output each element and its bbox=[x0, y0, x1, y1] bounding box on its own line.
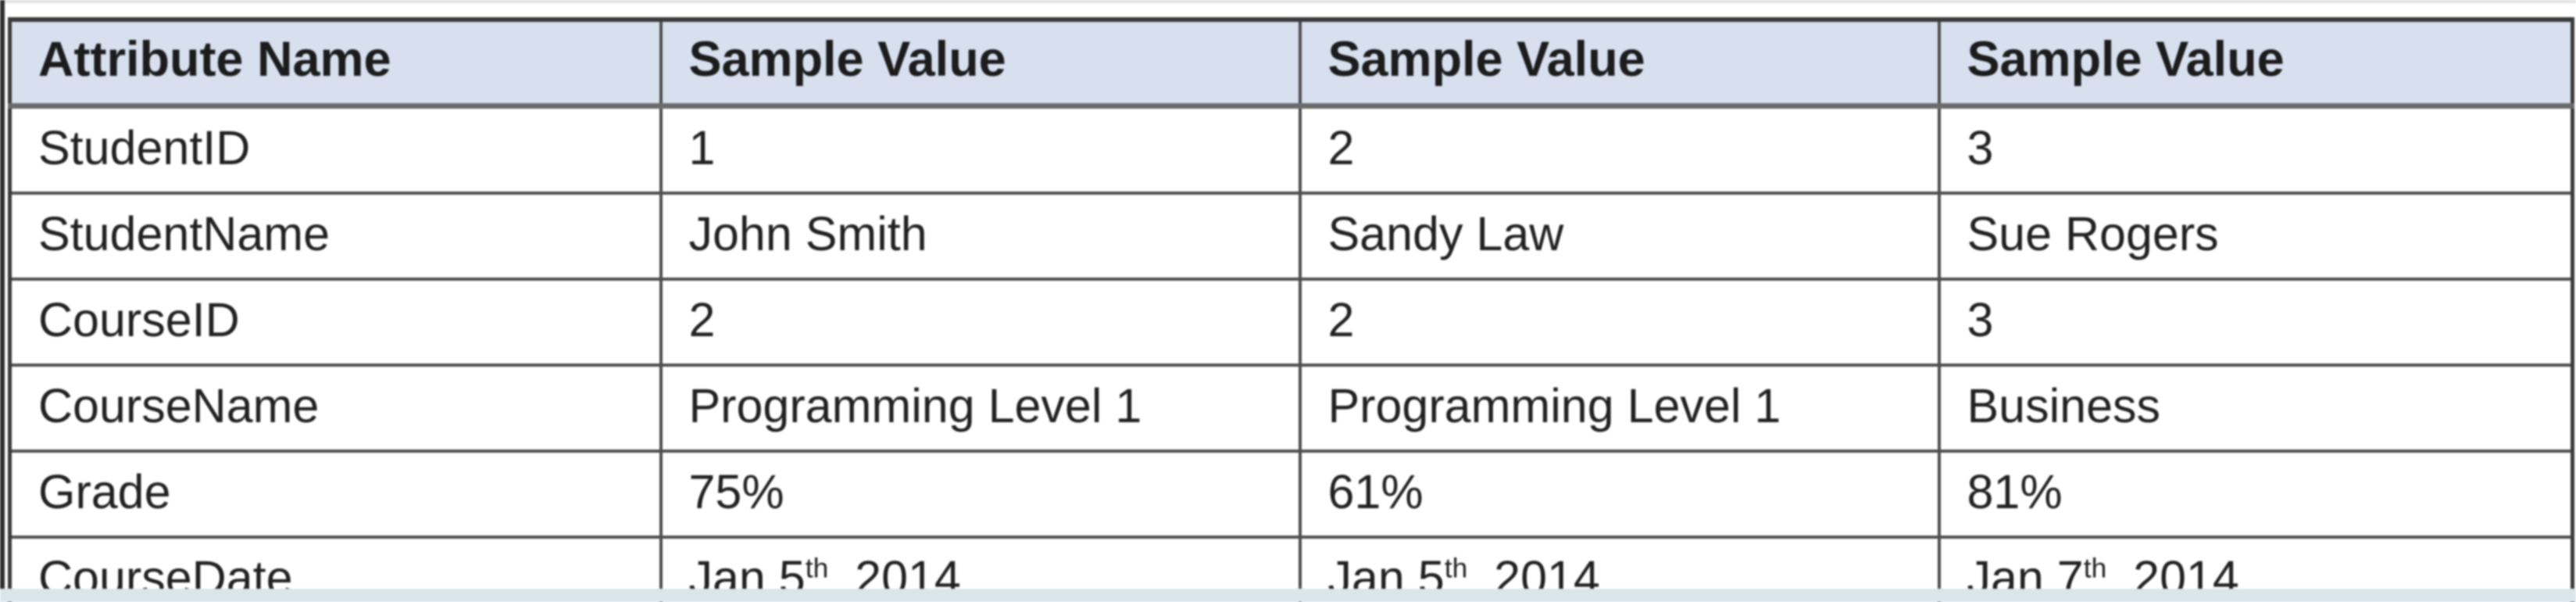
ordinal-superscript: th bbox=[1444, 553, 1468, 584]
top-edge-line bbox=[0, 0, 2576, 3]
cell-text: CourseID bbox=[38, 293, 240, 346]
header-row: Attribute Name Sample Value Sample Value… bbox=[8, 18, 2574, 109]
bottom-highlight-strip bbox=[0, 589, 2576, 602]
column-header-sample-value-3: Sample Value bbox=[1937, 18, 2574, 109]
attribute-name-cell: CourseID bbox=[8, 278, 663, 367]
cell-text: CourseName bbox=[38, 379, 320, 432]
attribute-sample-table: Attribute Name Sample Value Sample Value… bbox=[8, 17, 2574, 602]
cell-text: 3 bbox=[1967, 121, 1994, 174]
sample-value-cell: 2 bbox=[1298, 278, 1941, 367]
cell-text: Programming Level 1 bbox=[1327, 379, 1781, 432]
cell-text: Sandy Law bbox=[1327, 207, 1564, 260]
sample-value-cell: 61% bbox=[1298, 450, 1941, 539]
cell-text: 75% bbox=[688, 465, 784, 518]
sample-value-cell: Programming Level 1 bbox=[1298, 364, 1941, 453]
attribute-name-cell: Grade bbox=[8, 450, 663, 539]
table-row-coursename: CourseName Programming Level 1 Programmi… bbox=[8, 364, 2574, 453]
cell-text: Grade bbox=[38, 465, 171, 518]
cell-text: Business bbox=[1967, 379, 2161, 432]
column-header-attribute-name: Attribute Name bbox=[8, 18, 663, 109]
cell-text: 2 bbox=[1327, 121, 1355, 174]
cell-text: Programming Level 1 bbox=[688, 379, 1142, 432]
cell-text: 2 bbox=[688, 293, 716, 346]
sample-value-cell: 2 bbox=[1298, 104, 1941, 195]
cell-text: StudentName bbox=[38, 207, 330, 260]
table-row-courseid: CourseID 2 2 3 bbox=[8, 278, 2574, 367]
table-row-grade: Grade 75% 61% 81% bbox=[8, 450, 2574, 539]
attribute-name-cell: StudentName bbox=[8, 192, 663, 281]
table-row-studentname: StudentName John Smith Sandy Law Sue Rog… bbox=[8, 192, 2574, 281]
left-border-line bbox=[0, 0, 5, 591]
cell-text: 61% bbox=[1327, 465, 1424, 518]
sample-value-cell: 81% bbox=[1937, 450, 2574, 539]
column-header-sample-value-2: Sample Value bbox=[1298, 18, 1941, 109]
ordinal-superscript: th bbox=[805, 553, 829, 584]
sample-value-cell: John Smith bbox=[659, 192, 1302, 281]
cell-text: Sue Rogers bbox=[1967, 207, 2219, 260]
sample-value-cell: Programming Level 1 bbox=[659, 364, 1302, 453]
cell-text: 81% bbox=[1967, 465, 2063, 518]
attribute-name-cell: StudentID bbox=[8, 104, 663, 195]
column-header-sample-value-1: Sample Value bbox=[659, 18, 1302, 109]
sample-value-cell: 75% bbox=[659, 450, 1302, 539]
ordinal-superscript: th bbox=[2083, 553, 2107, 584]
table-row-studentid: StudentID 1 2 3 bbox=[8, 104, 2574, 195]
attribute-name-cell: CourseName bbox=[8, 364, 663, 453]
sample-value-cell: 1 bbox=[659, 104, 1302, 195]
cell-text: 2 bbox=[1327, 293, 1355, 346]
cell-text: 3 bbox=[1967, 293, 1994, 346]
sample-value-cell: 2 bbox=[659, 278, 1302, 367]
sample-value-cell: Sue Rogers bbox=[1937, 192, 2574, 281]
sample-value-cell: 3 bbox=[1937, 278, 2574, 367]
cell-text: StudentID bbox=[38, 121, 251, 174]
cell-text: 1 bbox=[688, 121, 716, 174]
sample-value-cell: 3 bbox=[1937, 104, 2574, 195]
cell-text: John Smith bbox=[688, 207, 927, 260]
sample-value-cell: Sandy Law bbox=[1298, 192, 1941, 281]
sample-value-cell: Business bbox=[1937, 364, 2574, 453]
